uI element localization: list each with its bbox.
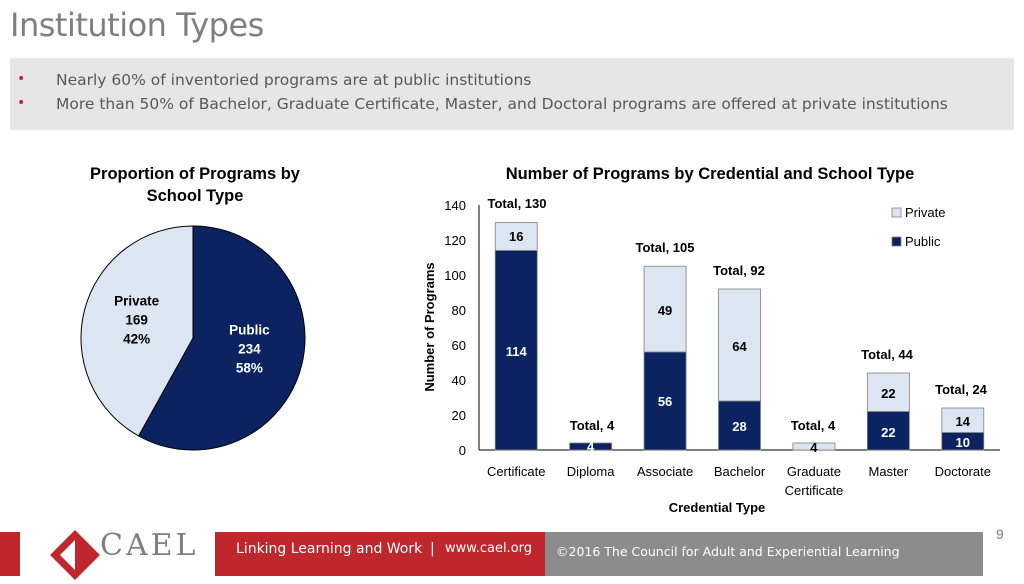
pie-label-line: 58% xyxy=(236,361,263,376)
footer-url[interactable]: www.cael.org xyxy=(445,541,533,556)
bar-segment-public xyxy=(643,351,687,451)
pie-label-line: 169 xyxy=(125,312,148,327)
y-tick-label: 80 xyxy=(452,303,466,318)
y-tick-label: 100 xyxy=(444,268,466,283)
slide-title: Institution Types xyxy=(10,6,264,44)
x-category-label: Bachelor xyxy=(714,464,766,479)
logo-panel xyxy=(20,518,215,580)
bar-segment-private xyxy=(792,442,836,451)
legend-label-private: Private xyxy=(905,205,945,220)
bar-segment-private xyxy=(643,265,687,353)
footer-separator: | xyxy=(430,541,435,557)
legend-swatch-public xyxy=(891,236,902,247)
data-label-private: 49 xyxy=(658,303,672,318)
bar-chart-title: Number of Programs by Credential and Sch… xyxy=(505,165,915,183)
data-label-private: 14 xyxy=(956,414,971,429)
cael-logo-icon xyxy=(50,530,100,580)
x-category-label: Associate xyxy=(637,464,693,479)
bar-segment-private xyxy=(941,407,985,433)
bar-segment-public xyxy=(569,442,613,451)
data-label-public: 10 xyxy=(956,435,970,450)
data-label-public: 114 xyxy=(506,344,528,359)
y-tick-label: 40 xyxy=(452,373,466,388)
bar-segment-private xyxy=(718,288,761,402)
x-category-label: Certificate xyxy=(487,464,546,479)
y-tick-label: 140 xyxy=(444,198,466,213)
pie-label-line: Private xyxy=(114,293,160,308)
pie-title-line-2: School Type xyxy=(146,187,244,205)
bullet-item: • Nearly 60% of inventoried programs are… xyxy=(10,70,1014,94)
pie-label-line: 42% xyxy=(123,331,150,346)
y-tick-label: 20 xyxy=(452,408,466,423)
bar-segment-private xyxy=(494,222,538,251)
y-tick-label: 120 xyxy=(444,233,466,248)
bullet-marker: • xyxy=(17,95,26,111)
x-category-label: Doctorate xyxy=(935,464,991,479)
bullet-text: Nearly 60% of inventoried programs are a… xyxy=(56,71,532,89)
logo-text: CAEL xyxy=(100,528,199,563)
data-label-public: 56 xyxy=(658,394,672,409)
data-label-private: 64 xyxy=(732,339,747,354)
footer-copyright: ©2016 The Council for Adult and Experien… xyxy=(556,544,900,559)
bar-segment-public xyxy=(494,250,538,451)
footer-tagline: Linking Learning and Work xyxy=(236,541,423,557)
bullet-box: • Nearly 60% of inventoried programs are… xyxy=(10,58,1014,130)
pie-label-line: Public xyxy=(229,323,270,338)
data-label-total: Total, 105 xyxy=(635,240,694,255)
pie-chart-title: Proportion of Programs by School Type xyxy=(60,165,330,206)
data-label-total: Total, 24 xyxy=(935,382,988,397)
y-tick-label: 60 xyxy=(452,338,466,353)
pie-slice-private xyxy=(80,225,194,437)
y-axis-title: Number of Programs xyxy=(422,262,437,391)
pie-slice-public xyxy=(137,225,306,451)
bar-segment-public xyxy=(866,411,910,451)
data-label-private: 16 xyxy=(509,229,523,244)
pie-title-line-1: Proportion of Programs by xyxy=(90,165,300,183)
pie-data-label-private: Private 169 42% xyxy=(114,293,160,346)
data-label-private: 22 xyxy=(881,386,895,401)
data-label-total: Total, 92 xyxy=(713,263,765,278)
data-label-public: 4 xyxy=(587,439,595,454)
data-label-public: 22 xyxy=(881,425,895,440)
data-label-total: Total, 4 xyxy=(570,418,615,433)
pie-data-label-public: Public 234 58% xyxy=(229,323,270,376)
legend-swatch-private xyxy=(891,207,902,218)
x-category-label: Certificate xyxy=(785,483,844,498)
data-label-total: Total, 4 xyxy=(791,418,836,433)
data-label-private: 4 xyxy=(810,440,818,455)
data-label-public: 28 xyxy=(732,419,746,434)
data-label-total: Total, 130 xyxy=(487,196,546,211)
x-category-label: Graduate xyxy=(787,464,841,479)
bullet-text: More than 50% of Bachelor, Graduate Cert… xyxy=(56,95,948,113)
bar-segment-public xyxy=(718,400,761,451)
bar-segment-private xyxy=(866,372,910,412)
data-label-total: Total, 44 xyxy=(861,347,914,362)
bullet-item: • More than 50% of Bachelor, Graduate Ce… xyxy=(10,94,1014,118)
x-category-label: Diploma xyxy=(567,464,615,479)
page-number: 9 xyxy=(996,526,1004,542)
pie-label-line: 234 xyxy=(238,342,261,357)
bullet-marker: • xyxy=(17,71,26,87)
legend-label-public: Public xyxy=(905,234,941,249)
y-tick-label: 0 xyxy=(459,443,466,458)
x-axis-title: Credential Type xyxy=(669,500,766,515)
footer-copyright-bar xyxy=(545,532,983,576)
x-category-label: Master xyxy=(868,464,908,479)
